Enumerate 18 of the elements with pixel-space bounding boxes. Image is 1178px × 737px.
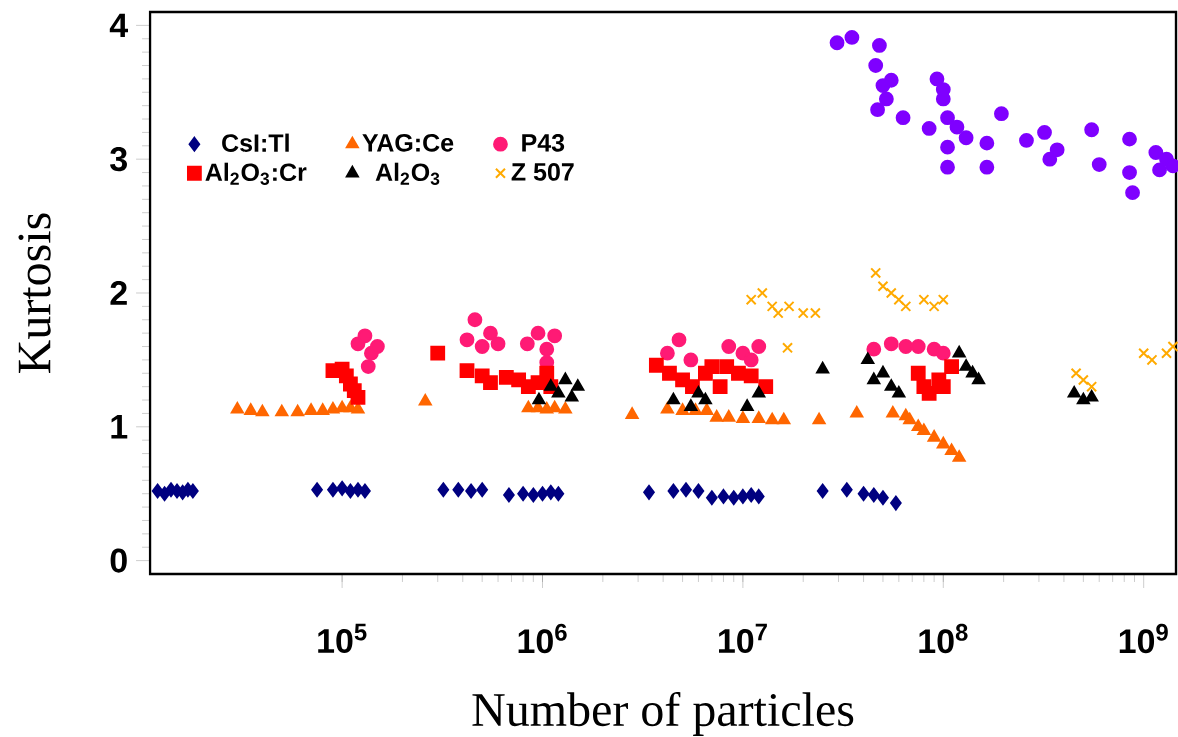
y-tick-label: 1 [111,415,128,439]
y-tick-label: 3 [110,147,127,172]
x-tick-label: 10$^{5}$ [318,623,367,654]
x-axis-title: Number of particles [472,691,854,736]
legend-label: Al$_{2}$O$_{3}$:Cr [205,162,307,185]
legend-label: Z 507 [511,163,574,181]
legend-label: CsI:Tl [222,133,289,152]
legend-label: YAG:Ce [362,133,454,152]
x-tick-label: 10$^{7}$ [719,623,767,654]
legend-label: P43 [522,133,565,152]
x-tick-label: 10$^{9}$ [1119,623,1168,654]
y-tick-label: 0 [110,548,127,573]
x-tick-label: 10$^{8}$ [919,623,968,654]
x-tick-label: 10$^{6}$ [518,623,567,654]
y-axis-title: Kurtosis [18,213,51,373]
y-tick-label: 2 [110,281,127,305]
legend-label: Al$_{2}$O$_{3}$ [375,162,440,185]
y-tick-label: 4 [109,13,129,38]
